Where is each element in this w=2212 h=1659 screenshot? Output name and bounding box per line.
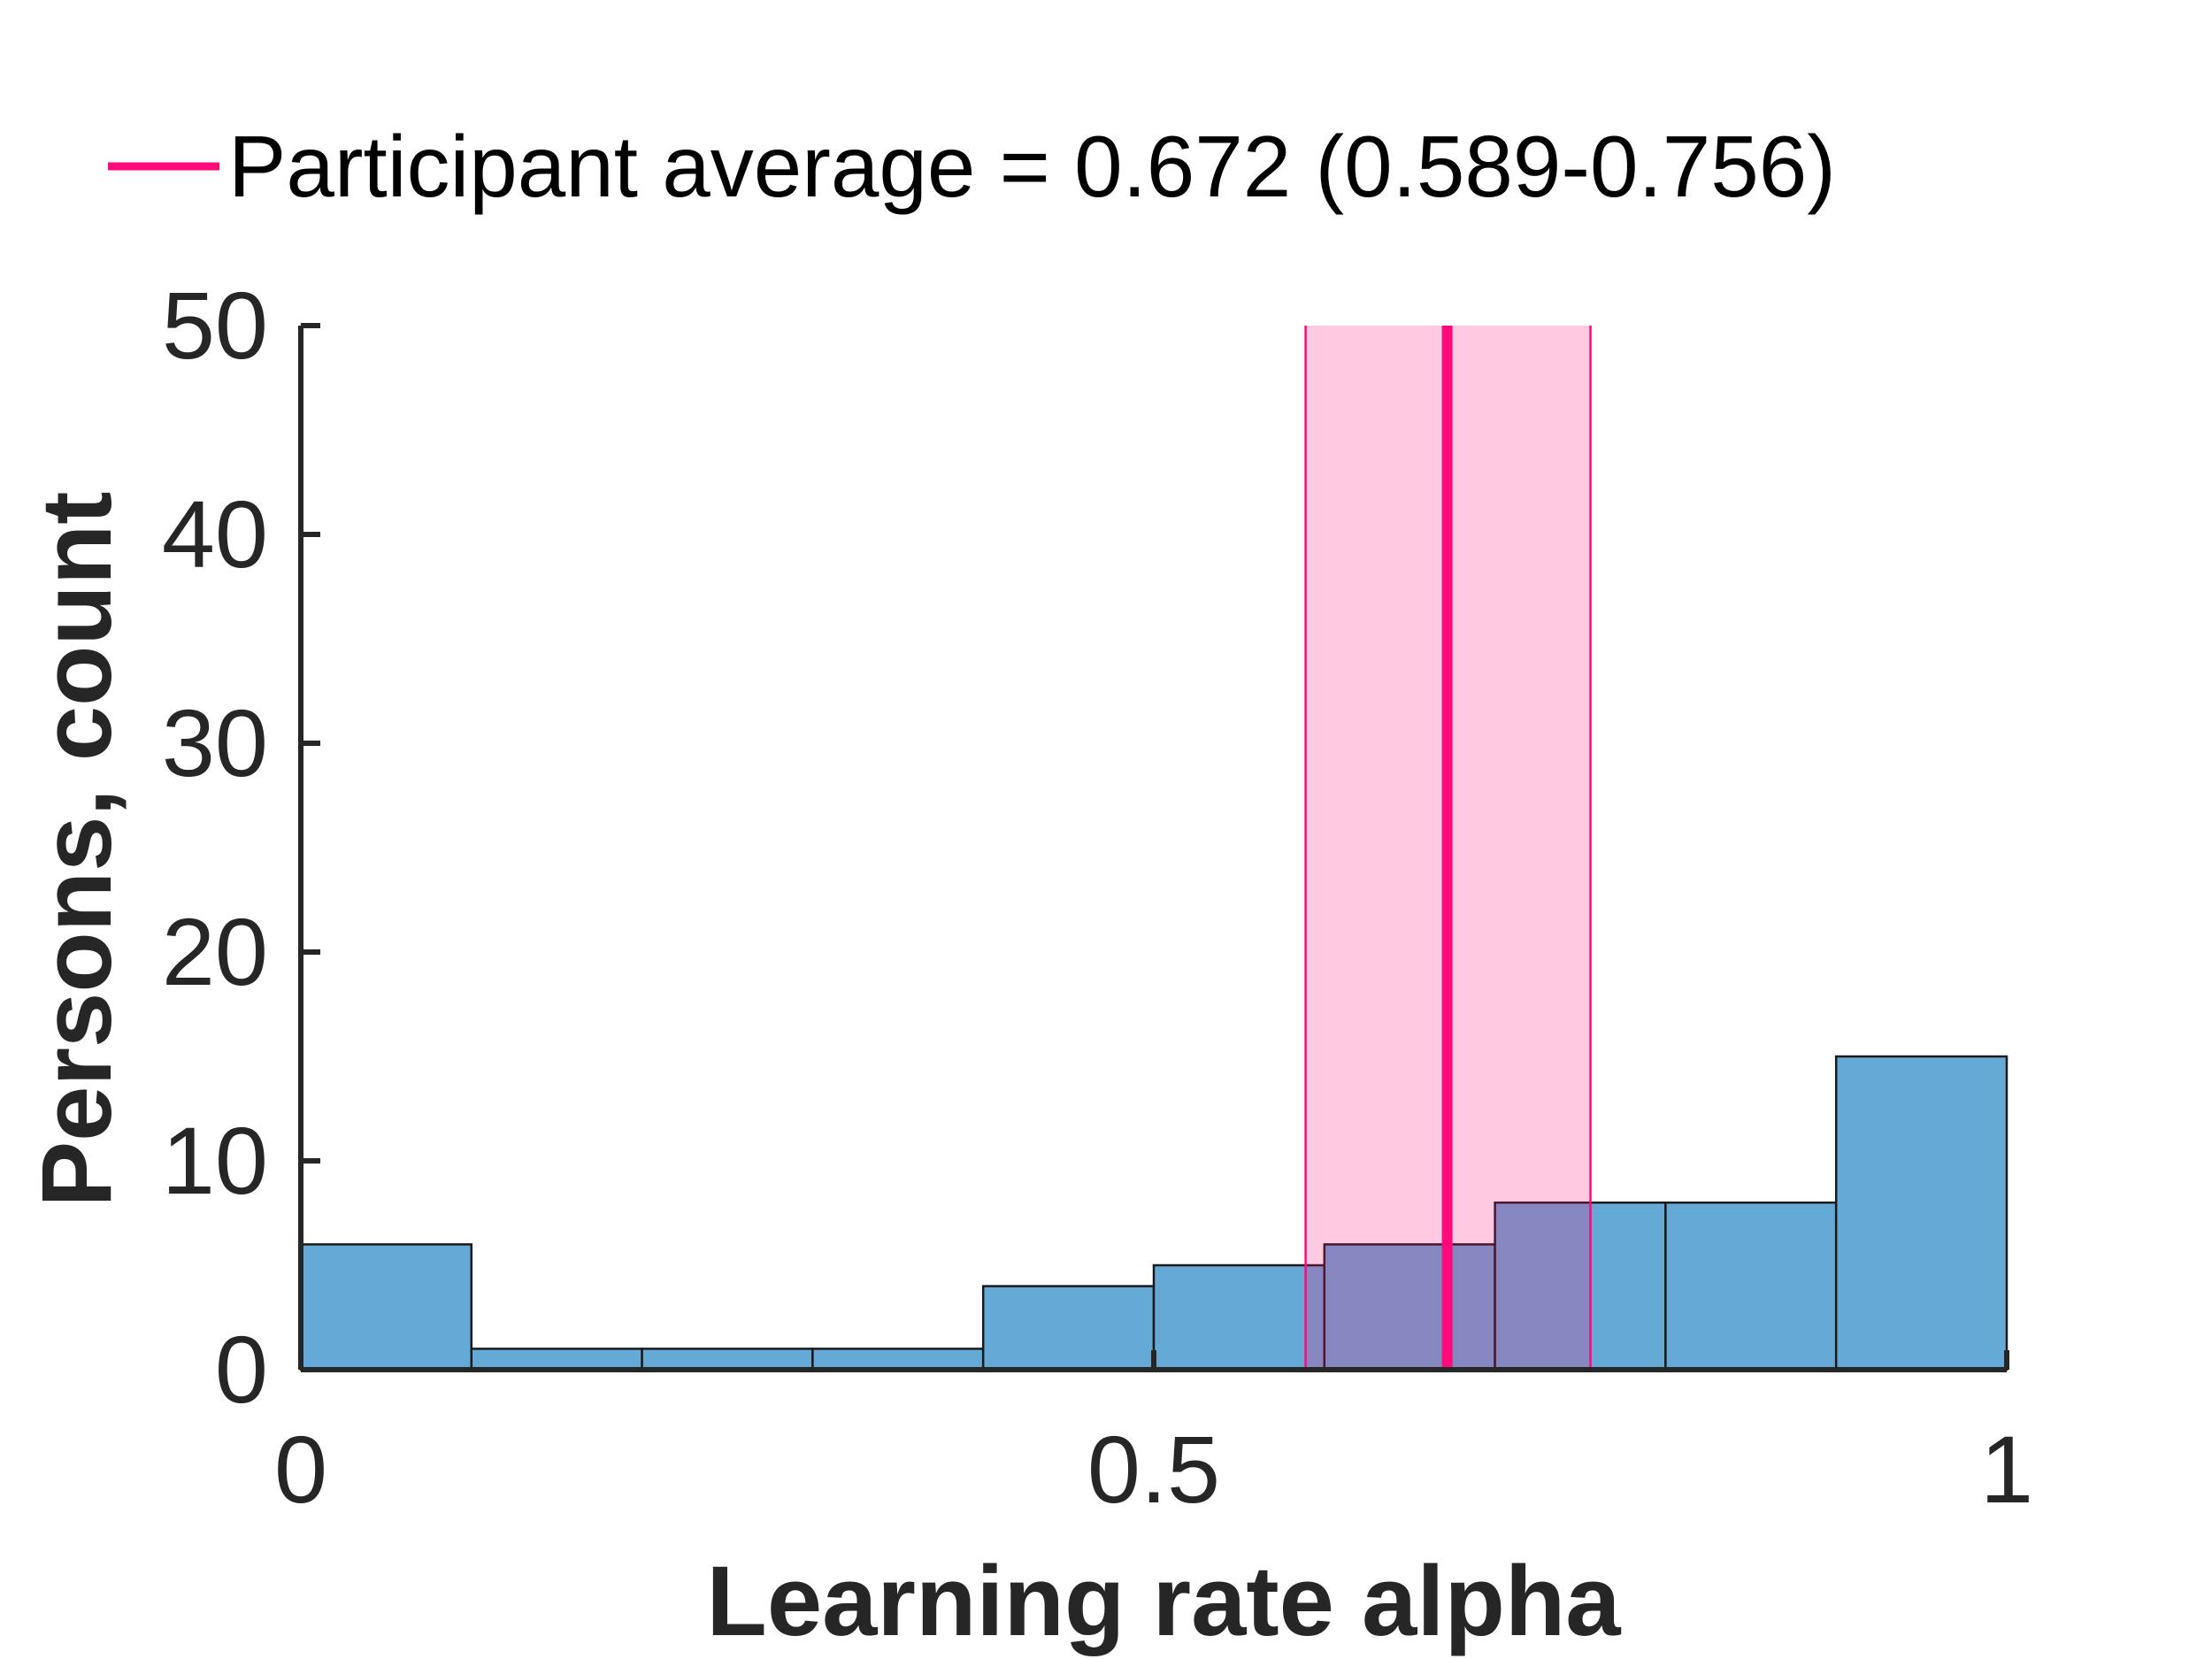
- x-tick-label-1: 0.5: [1087, 1416, 1220, 1523]
- legend-average-label: Participant average = 0.672 (0.589-0.756…: [228, 118, 1836, 215]
- axes: 0 10 20 30 40 50 0 0.5 1: [162, 272, 2033, 1523]
- legend: Participant average = 0.672 (0.589-0.756…: [108, 118, 1836, 215]
- histogram-bar-4: [811, 1348, 985, 1371]
- histogram-bar-1: [299, 1243, 473, 1371]
- histogram-bar-9: [1664, 1201, 1838, 1371]
- histogram-bar-10: [1834, 1055, 2008, 1371]
- x-axis-title: Learning rate alpha: [706, 1546, 1621, 1656]
- plot-area: [299, 326, 2008, 1371]
- x-tick-label-0: 0: [274, 1416, 327, 1523]
- histogram-bar-2: [470, 1348, 643, 1371]
- histogram-bar-8: [1494, 1201, 1667, 1371]
- y-tick-label-50: 50: [162, 272, 268, 379]
- y-axis-title: Persons, count: [21, 491, 132, 1207]
- y-tick-label-0: 0: [215, 1316, 268, 1423]
- histogram-bar-5: [981, 1285, 1156, 1371]
- y-tick-label-40: 40: [162, 480, 268, 588]
- histogram-bar-3: [641, 1348, 814, 1371]
- histogram-bar-6: [1152, 1263, 1326, 1371]
- x-tick-label-2: 1: [1980, 1416, 2033, 1523]
- y-tick-label-30: 30: [162, 689, 268, 796]
- y-tick-label-20: 20: [162, 898, 268, 1005]
- y-tick-label-10: 10: [162, 1107, 268, 1214]
